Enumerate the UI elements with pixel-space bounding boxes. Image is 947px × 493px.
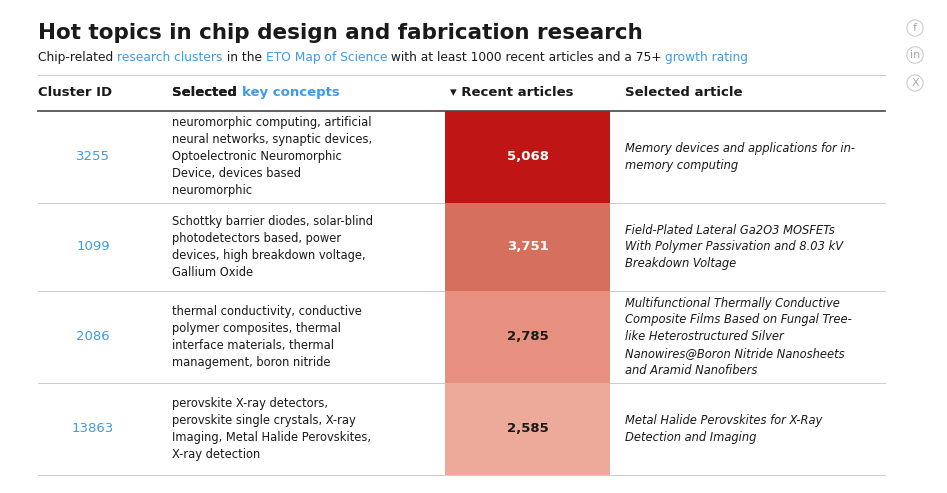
Text: ▾ Recent articles: ▾ Recent articles <box>450 86 574 100</box>
Text: f: f <box>913 23 917 33</box>
Text: in: in <box>910 50 920 60</box>
Text: 2,785: 2,785 <box>507 330 548 344</box>
Text: 2,585: 2,585 <box>507 423 548 435</box>
Text: in the: in the <box>223 51 265 64</box>
Text: growth rating: growth rating <box>666 51 748 64</box>
Text: 3255: 3255 <box>76 150 110 164</box>
Text: X: X <box>911 78 919 88</box>
Text: key concepts: key concepts <box>241 86 339 100</box>
Text: Schottky barrier diodes, solar-blind
photodetectors based, power
devices, high b: Schottky barrier diodes, solar-blind pho… <box>172 215 373 279</box>
Text: Hot topics in chip design and fabrication research: Hot topics in chip design and fabricatio… <box>38 23 643 43</box>
Text: 2086: 2086 <box>76 330 110 344</box>
Text: Selected: Selected <box>172 86 241 100</box>
Bar <box>445 383 610 475</box>
Text: Chip-related: Chip-related <box>38 51 117 64</box>
Text: 13863: 13863 <box>72 423 115 435</box>
Text: Selected: Selected <box>172 86 241 100</box>
Bar <box>445 291 610 383</box>
Text: 3,751: 3,751 <box>507 241 548 253</box>
Text: research clusters: research clusters <box>117 51 223 64</box>
Text: 1099: 1099 <box>76 241 110 253</box>
Text: Metal Halide Perovskites for X-Ray
Detection and Imaging: Metal Halide Perovskites for X-Ray Detec… <box>625 414 822 444</box>
Text: Multifunctional Thermally Conductive
Composite Films Based on Fungal Tree-
like : Multifunctional Thermally Conductive Com… <box>625 296 851 378</box>
Text: with at least 1000 recent articles and a 75+: with at least 1000 recent articles and a… <box>387 51 666 64</box>
Text: Field-Plated Lateral Ga2O3 MOSFETs
With Polymer Passivation and 8.03 kV
Breakdow: Field-Plated Lateral Ga2O3 MOSFETs With … <box>625 223 843 271</box>
Text: ETO Map of Science: ETO Map of Science <box>265 51 387 64</box>
Bar <box>445 203 610 291</box>
Text: 5,068: 5,068 <box>507 150 548 164</box>
Text: neuromorphic computing, artificial
neural networks, synaptic devices,
Optoelectr: neuromorphic computing, artificial neura… <box>172 116 372 198</box>
Text: Selected article: Selected article <box>625 86 742 100</box>
Text: Memory devices and applications for in-
memory computing: Memory devices and applications for in- … <box>625 142 855 172</box>
Bar <box>445 111 610 203</box>
Text: Cluster ID: Cluster ID <box>38 86 112 100</box>
Text: thermal conductivity, conductive
polymer composites, thermal
interface materials: thermal conductivity, conductive polymer… <box>172 305 362 369</box>
Text: perovskite X-ray detectors,
perovskite single crystals, X-ray
Imaging, Metal Hal: perovskite X-ray detectors, perovskite s… <box>172 397 371 461</box>
